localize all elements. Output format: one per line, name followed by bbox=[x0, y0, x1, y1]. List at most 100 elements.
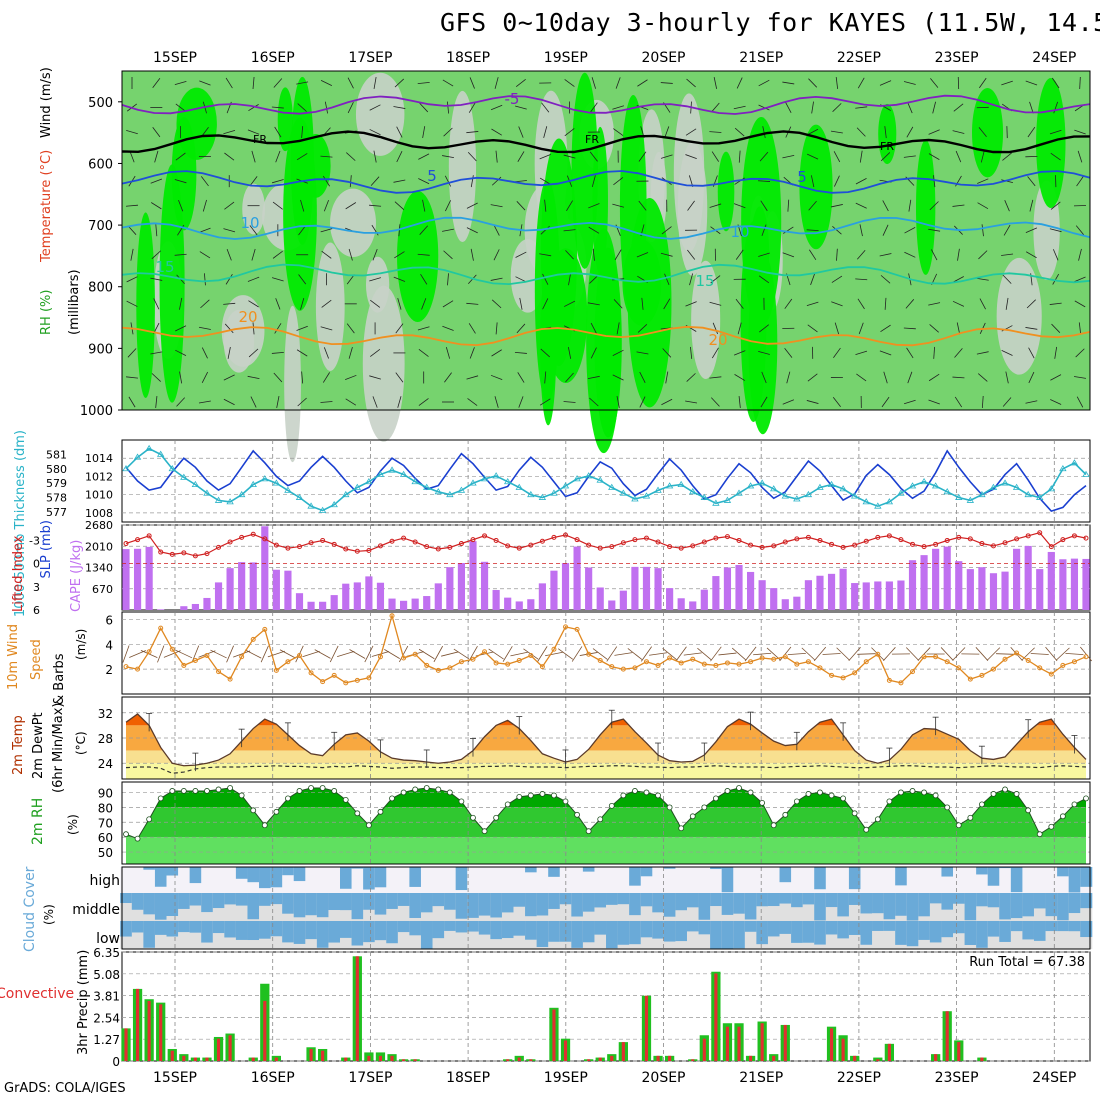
cloud-cell bbox=[663, 921, 676, 942]
cloud-cell-bg bbox=[698, 867, 711, 893]
precip-tick-2.54: 2.54 bbox=[93, 1011, 120, 1025]
cloud-cell bbox=[397, 893, 410, 906]
thickness-point bbox=[631, 495, 639, 502]
cloud-cell bbox=[710, 867, 723, 870]
cloud-cell bbox=[1068, 893, 1081, 914]
lifted-point bbox=[505, 543, 511, 549]
cape-bar bbox=[446, 567, 454, 610]
cape-tick-1340: 1340 bbox=[85, 562, 113, 575]
lifted-point bbox=[655, 539, 661, 545]
precip-conv-bar bbox=[737, 1026, 741, 1061]
wind-barb bbox=[568, 273, 571, 286]
wind-barb bbox=[470, 175, 474, 188]
wind-barb bbox=[785, 102, 792, 114]
thickness-point bbox=[885, 498, 894, 505]
precip-conv-bar bbox=[644, 995, 649, 1061]
wind-barb bbox=[372, 396, 378, 408]
wind-barb bbox=[271, 179, 284, 184]
cloud-cell bbox=[895, 893, 908, 916]
wind-point bbox=[990, 666, 996, 672]
wind-barb bbox=[568, 346, 572, 359]
cloud-cell bbox=[339, 867, 353, 889]
day-label-top-24SEP: 24SEP bbox=[1032, 50, 1076, 66]
lifted-point bbox=[620, 540, 626, 546]
wind-barb bbox=[857, 298, 865, 310]
wind-barb bbox=[271, 277, 284, 282]
cloud-cell-bg bbox=[201, 867, 214, 893]
cloud-cell-bg bbox=[582, 867, 595, 893]
rh-tick-70: 70 bbox=[98, 816, 113, 830]
wind-barb-10m bbox=[857, 653, 876, 655]
wind-barb-10m bbox=[606, 646, 618, 662]
wind-barb bbox=[393, 276, 406, 282]
cloud-cell-bg bbox=[178, 867, 191, 893]
cloud-cell bbox=[212, 921, 225, 934]
wind-barb bbox=[807, 128, 819, 136]
wind-point bbox=[748, 659, 754, 665]
wind-barb-10m bbox=[226, 645, 234, 663]
rh-dry-patch bbox=[996, 257, 1042, 375]
isotherm-15 bbox=[121, 263, 1091, 286]
cloud-cell-bg bbox=[420, 867, 433, 893]
wind-barb bbox=[370, 299, 381, 308]
cloud-cell bbox=[883, 893, 896, 920]
cape-bar bbox=[827, 573, 836, 610]
cloud-cell-bg bbox=[536, 867, 549, 893]
cloud-cell bbox=[675, 921, 688, 942]
rh-point bbox=[169, 788, 176, 794]
wind-barb bbox=[444, 175, 452, 187]
wind-barb bbox=[174, 80, 187, 86]
wind-barb-10m bbox=[787, 652, 806, 656]
cape-bar bbox=[284, 570, 292, 610]
thickness-point bbox=[469, 479, 477, 486]
series-slp bbox=[125, 449, 1087, 513]
wind-barb bbox=[467, 398, 478, 406]
rh-moist-patch bbox=[540, 265, 557, 426]
wind-barb bbox=[806, 301, 819, 306]
thickness-point bbox=[897, 489, 905, 496]
wind-point bbox=[1071, 659, 1077, 665]
wind-barb bbox=[1025, 327, 1038, 330]
wind-barb bbox=[445, 347, 451, 359]
wind-point bbox=[875, 651, 881, 657]
rh-point bbox=[620, 792, 627, 799]
lifted-point bbox=[979, 541, 985, 547]
cloud-cell bbox=[791, 921, 804, 943]
cloud-cell bbox=[686, 893, 700, 908]
cloud-cell-bg bbox=[652, 867, 665, 893]
cloud-cell-bg bbox=[432, 867, 445, 893]
cloud-cell-bg bbox=[929, 867, 942, 893]
wind-barb bbox=[709, 376, 722, 379]
wind-point bbox=[239, 654, 245, 660]
precip-conv-bar bbox=[124, 1028, 128, 1061]
wind-barb bbox=[296, 349, 308, 357]
wind-barb bbox=[930, 249, 938, 261]
cloud-cell bbox=[282, 867, 295, 876]
wind-barb bbox=[834, 322, 840, 335]
cloud-cell bbox=[293, 893, 306, 918]
wind-barb-10m bbox=[295, 645, 304, 663]
lifted-point bbox=[667, 544, 673, 550]
wind-barb bbox=[271, 352, 284, 354]
isotherm-label-20: 20 bbox=[238, 308, 257, 326]
wind-barb bbox=[516, 323, 526, 334]
lifted-tick-6: 6 bbox=[33, 604, 40, 617]
ylabel-minmax: (6hr Min/Max) bbox=[51, 703, 66, 793]
thickness-tick-577: 577 bbox=[46, 506, 67, 519]
lifted-point bbox=[458, 541, 464, 547]
cloud-cell bbox=[409, 867, 422, 887]
isotherm-10 bbox=[121, 216, 1091, 240]
ylabel-lifted: Lifted Index bbox=[11, 535, 26, 612]
rh-dry-patch bbox=[242, 183, 266, 235]
cloud-cell bbox=[872, 921, 885, 931]
cloud-cell-bg bbox=[964, 867, 977, 893]
cloud-cell bbox=[189, 921, 202, 933]
wind-barb bbox=[686, 78, 696, 88]
wind-barb bbox=[394, 78, 405, 88]
wind-barb bbox=[687, 200, 695, 211]
cape-bar bbox=[157, 609, 165, 610]
wind-barb bbox=[1077, 150, 1083, 163]
cloud-row-low: low bbox=[96, 931, 120, 947]
cape-bar bbox=[851, 583, 859, 610]
wind-barb bbox=[709, 301, 722, 306]
